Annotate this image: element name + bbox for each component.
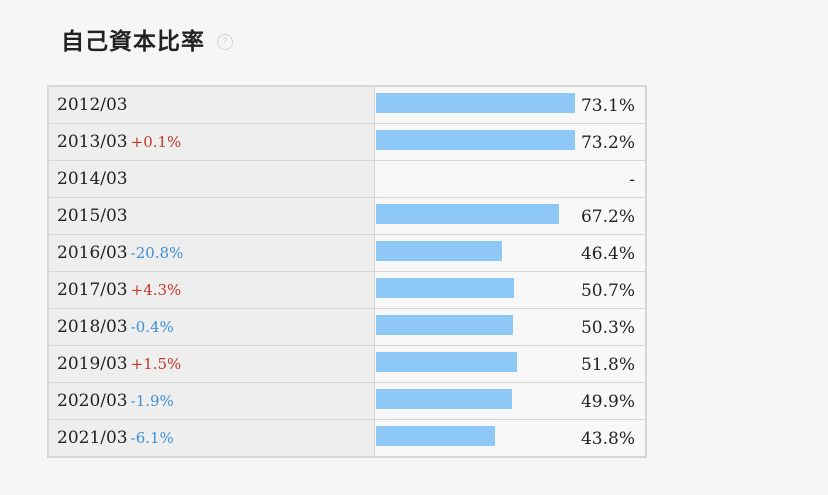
bar-cell: 49.9%	[374, 382, 646, 420]
value-label: 43.8%	[580, 429, 635, 449]
change-label: +4.3%	[130, 281, 182, 299]
bar-cell: 67.2%	[374, 197, 646, 235]
table-row: 2021/03 -6.1% 43.8%	[48, 419, 646, 458]
period-cell: 2020/03 -1.9%	[48, 382, 376, 420]
value-label: 73.1%	[580, 96, 635, 116]
table-row: 2020/03 -1.9% 49.9%	[48, 382, 646, 420]
bar-mark	[376, 389, 513, 409]
bar-cell: -	[374, 160, 646, 198]
period-cell: 2015/03	[48, 197, 376, 235]
period-label: 2020/03	[57, 391, 128, 411]
bar-mark	[376, 93, 576, 113]
table-row: 2013/03 +0.1% 73.2%	[48, 123, 646, 161]
period-label: 2016/03	[57, 243, 128, 263]
period-label: 2013/03	[57, 132, 128, 152]
equity-ratio-table: 2012/03 73.1% 2013/03 +0.1% 73.2% 2014/03-201…	[47, 85, 647, 458]
change-label: -20.8%	[130, 244, 184, 262]
period-cell: 2016/03 -20.8%	[48, 234, 376, 272]
value-label: 50.3%	[580, 318, 635, 338]
bar-cell: 73.1%	[374, 85, 646, 124]
bar-cell: 50.7%	[374, 271, 646, 309]
period-cell: 2017/03 +4.3%	[48, 271, 376, 309]
value-label: 73.2%	[580, 133, 635, 153]
value-label: 67.2%	[580, 207, 635, 227]
bar-mark	[376, 315, 514, 335]
table-row: 2014/03 -	[48, 160, 646, 198]
table-row: 2015/03 67.2%	[48, 197, 646, 235]
value-label: 49.9%	[580, 392, 635, 412]
period-label: 2015/03	[57, 206, 128, 226]
bar-mark	[376, 278, 515, 298]
table-row: 2019/03 +1.5% 51.8%	[48, 345, 646, 383]
value-label: 46.4%	[580, 244, 635, 264]
period-cell: 2013/03 +0.1%	[48, 123, 376, 161]
bar-mark	[376, 130, 576, 150]
value-label: -	[629, 170, 635, 190]
change-label: -0.4%	[130, 318, 174, 336]
period-cell: 2012/03	[48, 85, 376, 124]
bar-cell: 46.4%	[374, 234, 646, 272]
table-row: 2016/03 -20.8% 46.4%	[48, 234, 646, 272]
table-row: 2018/03 -0.4% 50.3%	[48, 308, 646, 346]
period-label: 2019/03	[57, 354, 128, 374]
bar-mark	[376, 426, 496, 446]
bar-cell: 43.8%	[374, 419, 646, 458]
period-label: 2017/03	[57, 280, 128, 300]
bar-mark	[376, 204, 560, 224]
change-label: +1.5%	[130, 355, 182, 373]
period-cell: 2014/03	[48, 160, 376, 198]
value-label: 50.7%	[580, 281, 635, 301]
change-label: -1.9%	[130, 392, 174, 410]
help-icon[interactable]: ?	[217, 34, 233, 50]
bar-mark	[376, 352, 518, 372]
bar-mark	[376, 241, 503, 261]
period-cell: 2021/03 -6.1%	[48, 419, 376, 458]
change-label: +0.1%	[130, 133, 182, 151]
period-cell: 2018/03 -0.4%	[48, 308, 376, 346]
bar-cell: 50.3%	[374, 308, 646, 346]
table-row: 2017/03 +4.3% 50.7%	[48, 271, 646, 309]
period-label: 2021/03	[57, 428, 128, 448]
period-label: 2014/03	[57, 169, 128, 189]
bar-cell: 51.8%	[374, 345, 646, 383]
change-label: -6.1%	[130, 429, 174, 447]
period-label: 2012/03	[57, 95, 128, 115]
chart-title: 自己資本比率	[61, 29, 205, 55]
value-label: 51.8%	[580, 355, 635, 375]
period-label: 2018/03	[57, 317, 128, 337]
table-row: 2012/03 73.1%	[48, 85, 646, 124]
period-cell: 2019/03 +1.5%	[48, 345, 376, 383]
section-header: 自己資本比率 ?	[61, 22, 233, 56]
bar-cell: 73.2%	[374, 123, 646, 161]
